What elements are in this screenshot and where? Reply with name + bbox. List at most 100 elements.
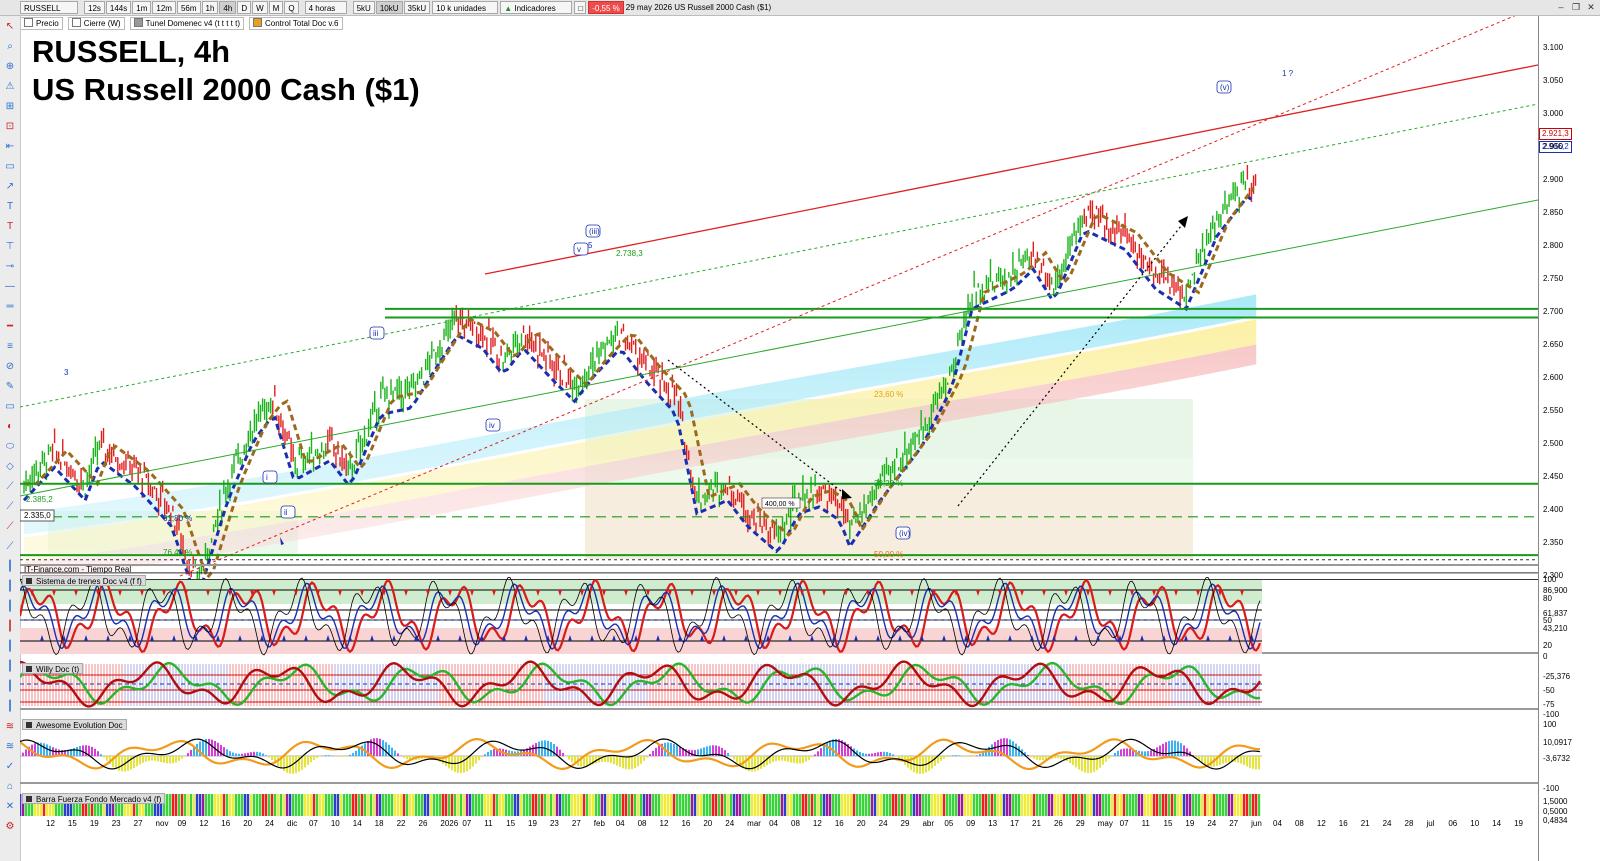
timeframe-4h[interactable]: 4h bbox=[219, 1, 237, 14]
time-tick-label: 24 bbox=[265, 819, 275, 828]
down-triangle-icon bbox=[272, 590, 276, 596]
draw-tool-icon[interactable]: ✎ bbox=[5, 381, 15, 392]
checkbox-cierre[interactable]: Cierre (W) bbox=[67, 17, 125, 30]
draw-tool-icon[interactable]: ▭ bbox=[5, 401, 15, 412]
close-icon[interactable]: ✕ bbox=[1587, 2, 1595, 12]
checkbox-tunel[interactable]: Tunel Domenec v4 (t t t t t) bbox=[129, 17, 244, 30]
draw-tool-icon[interactable]: ═ bbox=[6, 301, 14, 312]
down-triangle-icon bbox=[822, 590, 826, 596]
menu-small-button[interactable]: □ bbox=[574, 1, 587, 14]
timeframe-Q[interactable]: Q bbox=[284, 1, 299, 14]
draw-tool-icon[interactable]: ⊸ bbox=[5, 261, 15, 272]
checkbox-control[interactable]: Control Total Doc v.6 bbox=[248, 17, 343, 30]
draw-tool-icon[interactable]: ┃ bbox=[6, 681, 14, 692]
down-triangle-icon bbox=[690, 590, 694, 596]
timeframe-12m[interactable]: 12m bbox=[152, 1, 176, 14]
draw-tool-icon[interactable]: ⊘ bbox=[5, 361, 15, 372]
draw-tool-icon[interactable]: ⟋ bbox=[6, 541, 14, 552]
draw-tool-icon[interactable]: ⊞ bbox=[5, 101, 15, 112]
draw-tool-icon[interactable]: ⟋ bbox=[6, 521, 14, 532]
checkbox-precio[interactable]: Precio bbox=[20, 17, 63, 30]
tick-5kU[interactable]: 5kU bbox=[352, 1, 375, 14]
timeframe-M[interactable]: M bbox=[268, 1, 284, 14]
draw-tool-icon[interactable]: ━ bbox=[6, 321, 14, 332]
timeframe-144s[interactable]: 144s bbox=[105, 1, 132, 14]
time-tick-label: 23 bbox=[111, 819, 121, 828]
draw-tool-icon[interactable]: ⚙ bbox=[5, 821, 15, 832]
timeframe-D[interactable]: D bbox=[237, 1, 252, 14]
panel-header-awesome[interactable]: Awesome Evolution Doc bbox=[22, 719, 127, 730]
up-triangle-icon bbox=[590, 635, 594, 641]
draw-tool-icon[interactable]: ⟋ bbox=[6, 481, 14, 492]
draw-tool-icon[interactable]: T bbox=[6, 221, 14, 232]
panel-header-barra[interactable]: Barra Fuerza Fondo Mercado v4 (f) bbox=[22, 793, 166, 804]
draw-tool-icon[interactable]: ⌕ bbox=[7, 41, 13, 52]
up-triangle-icon bbox=[524, 635, 528, 641]
draw-tool-icon[interactable]: ┃ bbox=[6, 701, 14, 712]
arrow-head-icon bbox=[842, 489, 852, 499]
draw-tool-icon[interactable]: ┃ bbox=[6, 641, 14, 652]
tick-10kU[interactable]: 10kU bbox=[375, 1, 403, 14]
draw-tool-icon[interactable]: ⊤ bbox=[5, 241, 15, 252]
price-tick-label: 2.500 bbox=[1543, 439, 1564, 448]
draw-tool-icon[interactable]: ⟋ bbox=[6, 501, 14, 512]
units-selector[interactable]: 10 k unidades bbox=[432, 1, 499, 14]
up-triangle-icon bbox=[1118, 635, 1122, 641]
draw-tool-icon[interactable]: ┃ bbox=[6, 621, 14, 632]
time-axis[interactable]: 12 15 19 23 27 nov 09 12 16 20 24 dic 07 10 14 18 22 26 20… bbox=[20, 817, 1538, 829]
draw-tool-icon[interactable]: ✕ bbox=[5, 801, 15, 812]
timeframe-1m[interactable]: 1m bbox=[132, 1, 152, 14]
draw-tool-icon[interactable]: ⊡ bbox=[5, 121, 15, 132]
price-tick-label: 2.650 bbox=[1543, 340, 1564, 349]
timeframe-12s[interactable]: 12s bbox=[84, 1, 105, 14]
period-selector[interactable]: 4 horas bbox=[304, 1, 347, 14]
timeframe-1h[interactable]: 1h bbox=[201, 1, 219, 14]
price-tick-label: 2.750 bbox=[1543, 274, 1564, 283]
minimize-icon[interactable]: – bbox=[1558, 2, 1564, 12]
timeframe-56m[interactable]: 56m bbox=[176, 1, 201, 14]
draw-tool-icon[interactable]: ┃ bbox=[6, 581, 14, 592]
draw-tool-icon[interactable]: ▭ bbox=[5, 161, 15, 172]
draw-tool-icon[interactable]: ⇤ bbox=[5, 141, 15, 152]
down-triangle-icon bbox=[1174, 590, 1178, 596]
panel-header-willy[interactable]: Willy Doc (t) bbox=[22, 663, 84, 674]
draw-tool-icon[interactable]: ┃ bbox=[6, 561, 14, 572]
panel-header-trenes[interactable]: Sistema de trenes Doc v4 (f f) bbox=[22, 575, 146, 586]
draw-tool-icon[interactable]: ┃ bbox=[6, 661, 14, 672]
indicators-button[interactable]: ▲ Indicadores bbox=[500, 1, 573, 14]
draw-tool-icon[interactable]: ↗ bbox=[5, 181, 15, 192]
draw-tool-icon[interactable]: ◐ bbox=[6, 421, 14, 432]
price-axis[interactable]: 2.921,3 2.906,2 3.100 3.050 3.000 2.950 2.90… bbox=[1538, 16, 1600, 861]
draw-tool-icon[interactable]: ⌂ bbox=[6, 781, 14, 792]
projection-arrow bbox=[957, 220, 1186, 507]
draw-tool-icon[interactable]: ◇ bbox=[6, 461, 14, 472]
draw-tool-icon[interactable]: ↖ bbox=[5, 21, 15, 32]
draw-tool-icon[interactable]: ✓ bbox=[5, 761, 15, 772]
price-tick-label: 2.800 bbox=[1543, 241, 1564, 250]
down-triangle-icon bbox=[558, 590, 562, 596]
draw-tool-icon[interactable]: ⬭ bbox=[5, 441, 15, 452]
time-tick-label: nov bbox=[155, 819, 169, 828]
draw-tool-icon[interactable]: ≋ bbox=[5, 741, 15, 752]
draw-tool-icon[interactable]: ≡ bbox=[7, 341, 13, 352]
draw-tool-icon[interactable]: T bbox=[6, 201, 14, 212]
time-tick-label: 12 bbox=[1316, 819, 1326, 828]
time-tick-label: 08 bbox=[791, 819, 800, 828]
projection-arrow bbox=[667, 359, 846, 495]
up-triangle-icon bbox=[458, 635, 462, 641]
draw-tool-icon[interactable]: ≋ bbox=[5, 721, 15, 732]
price-tick-label: 2.550 bbox=[1543, 406, 1564, 415]
up-triangle-icon bbox=[40, 635, 44, 641]
restore-icon[interactable]: ❐ bbox=[1571, 2, 1581, 12]
draw-tool-icon[interactable]: ⚠ bbox=[5, 81, 15, 92]
down-triangle-icon bbox=[734, 590, 738, 596]
timeframe-W[interactable]: W bbox=[252, 1, 268, 14]
draw-tool-icon[interactable]: — bbox=[5, 281, 15, 292]
tick-35kU[interactable]: 35kU bbox=[403, 1, 431, 14]
time-tick-label: 16 bbox=[1338, 819, 1348, 828]
draw-tool-icon[interactable]: ┃ bbox=[6, 601, 14, 612]
draw-tool-icon[interactable]: ⊕ bbox=[5, 61, 15, 72]
symbol-selector[interactable]: RUSSELL bbox=[20, 1, 78, 14]
current-price-box: 2.921,3 bbox=[1539, 128, 1572, 140]
